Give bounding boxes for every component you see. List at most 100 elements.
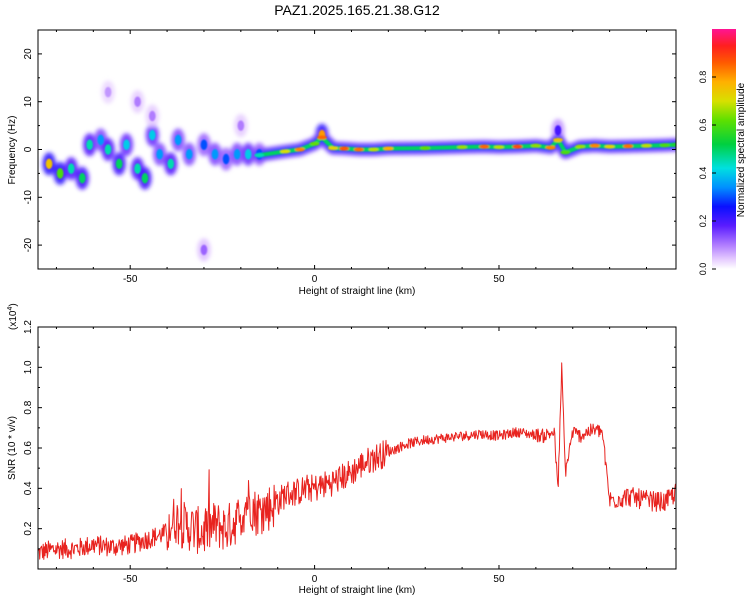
scale-factor-close: ): [8, 303, 19, 306]
spectrogram-y-ticks: -20 -10 0 10 20: [23, 29, 676, 270]
ridge-peak: [353, 147, 364, 152]
snr-scale-factor: (x104): [7, 303, 19, 330]
spectrogram-blob: [149, 129, 156, 141]
spectrogram-blob: [244, 149, 252, 160]
spectrogram-x-axis-label: Height of straight line (km): [299, 286, 416, 297]
spectrogram-blob: [115, 158, 123, 170]
svg-text:(x104): (x104): [7, 303, 19, 330]
spectrogram-blob: [233, 149, 241, 160]
x-tick-label: -50: [123, 574, 138, 585]
spectrogram-blob: [174, 134, 182, 146]
spectrogram-blob: [149, 110, 156, 122]
spectrogram-blob: [97, 134, 105, 146]
colorbar-label: Normalized spectral amplitude: [736, 82, 747, 217]
snr-panel: -50 0 50 0.2 0.4 0.6 0.8 1.0 1.2 Height of stra…: [7, 303, 677, 596]
y-tick-label: 0.8: [23, 400, 34, 414]
spectrogram-blob: [134, 96, 141, 107]
snr-y-axis-label: SNR (10 * v/v): [7, 416, 18, 480]
ridge-peak: [560, 150, 571, 155]
ridge-peak: [383, 146, 394, 151]
ridge-peak: [294, 147, 305, 152]
spectrogram-blob: [237, 120, 245, 131]
colorbar-bar: [712, 29, 736, 269]
ridge-peak: [671, 142, 676, 147]
scale-factor-prefix: (x10: [8, 310, 19, 330]
y-tick-label: 0.6: [23, 441, 34, 455]
colorbar-tick-label: 0.2: [698, 215, 708, 228]
snr-plot-area: [38, 327, 676, 569]
spectrogram-panel: -50 0 50 -20 -10 0 10 20 Height of straight li…: [7, 29, 677, 297]
y-tick-label: 20: [23, 48, 34, 60]
spectrogram-blob: [554, 125, 562, 136]
ridge-peak: [552, 137, 563, 142]
spectrogram-blob: [45, 158, 53, 170]
ridge-peak: [328, 146, 339, 151]
spectrogram-blob: [141, 172, 149, 184]
spectrogram-blob: [86, 139, 93, 150]
ridge-peak: [316, 135, 327, 140]
ridge-peak: [339, 146, 350, 151]
colorbar-tick-label: 0.6: [698, 119, 708, 132]
spectrogram-core: [45, 86, 676, 256]
spectrogram-blob: [156, 149, 164, 160]
ridge-peak: [254, 153, 265, 158]
y-tick-label: 0: [23, 146, 34, 152]
colorbar-tick-label: 0.8: [698, 71, 708, 84]
x-tick-label: 50: [493, 274, 505, 285]
colorbar: 0.0 0.2 0.4 0.6 0.8 Normalized spectral ampl…: [698, 29, 747, 275]
ridge-peak: [420, 146, 431, 151]
ridge-peak: [368, 147, 379, 152]
spectrogram-blob: [200, 244, 208, 256]
y-tick-label: 0.2: [23, 521, 34, 535]
y-tick-label: 10: [23, 96, 34, 108]
figure-title: PAZ1.2025.165.21.38.G12: [274, 2, 440, 18]
ridge-peak: [479, 144, 490, 149]
ridge-peak: [545, 145, 556, 150]
spectrogram-blob: [123, 139, 130, 150]
spectrogram-blob: [211, 149, 219, 160]
ridge-peak: [604, 144, 615, 149]
x-tick-label: -50: [123, 274, 138, 285]
y-tick-label: -10: [23, 190, 34, 205]
spectrogram-blob: [167, 158, 175, 170]
y-tick-label: 1.0: [23, 360, 34, 374]
ridge-peak: [512, 144, 523, 149]
snr-series-line: [38, 362, 676, 560]
spectrogram-blob: [67, 163, 75, 174]
spectrogram-blob: [104, 144, 112, 155]
scale-factor-exponent: 4: [7, 307, 14, 311]
y-tick-label: 0.4: [23, 481, 34, 495]
ridge-peak: [589, 143, 600, 148]
colorbar-tick-label: 0.4: [698, 167, 708, 180]
ridge-peak: [493, 145, 504, 150]
spectrogram-y-axis-label: Frequency (Hz): [7, 116, 18, 185]
y-tick-label: -20: [23, 237, 34, 252]
spectrogram-blob: [56, 168, 64, 179]
y-tick-label: 1.2: [23, 320, 34, 334]
spectrogram-blob: [222, 153, 230, 165]
x-tick-label: 0: [312, 574, 318, 585]
ridge-peak: [575, 144, 586, 149]
ridge-peak: [659, 143, 670, 148]
spectrogram-heat-layer: [42, 80, 676, 262]
x-tick-label: 0: [312, 274, 318, 285]
ridge-peak: [641, 143, 652, 148]
spectrogram-blob: [185, 149, 193, 160]
ridge-peak: [280, 149, 291, 154]
snr-x-ticks: -50 0 50: [55, 327, 647, 585]
spectrogram-blob: [200, 139, 208, 150]
snr-y-ticks: 0.2 0.4 0.6 0.8 1.0 1.2: [23, 320, 676, 550]
ridge-peak: [457, 145, 468, 150]
snr-x-axis-label: Height of straight line (km): [299, 585, 416, 596]
spectrogram-x-ticks: -50 0 50: [55, 30, 647, 285]
ridge-peak: [530, 143, 541, 148]
spectrogram-blob: [104, 86, 112, 98]
ridge-peak: [309, 141, 320, 146]
colorbar-ticks: 0.0 0.2 0.4 0.6 0.8: [698, 71, 716, 276]
spectrogram-blob: [134, 163, 141, 174]
ridge-peak: [623, 144, 634, 149]
spectrogram-blob: [78, 172, 86, 184]
colorbar-tick-label: 0.0: [698, 263, 708, 276]
x-tick-label: 50: [493, 574, 505, 585]
